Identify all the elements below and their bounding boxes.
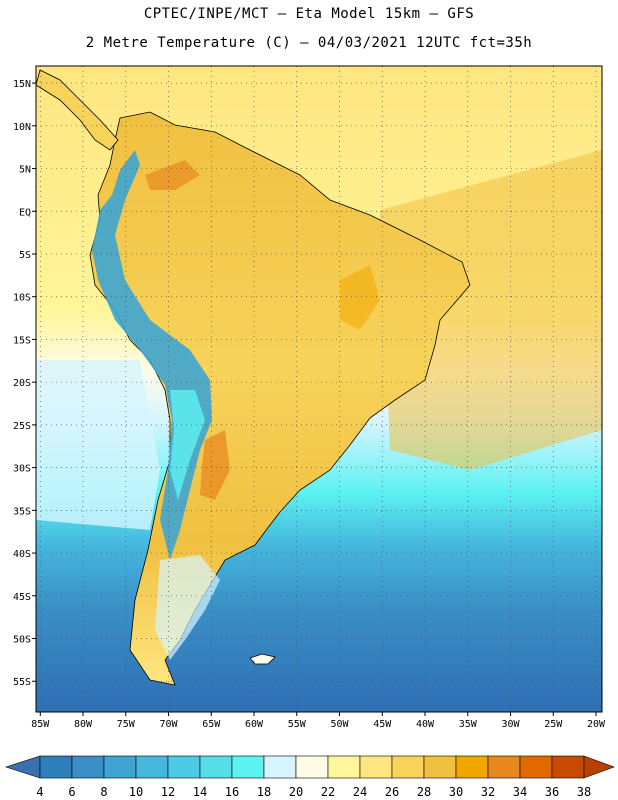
map-frame: [35, 65, 603, 713]
map-field: [36, 66, 602, 712]
colorbar-label: 10: [129, 785, 143, 799]
andes-cold-core: [170, 390, 205, 500]
colorbar-label: 16: [225, 785, 239, 799]
lon-label: 35W: [459, 719, 478, 730]
lat-label: 20S: [13, 378, 31, 389]
lat-label: 10N: [13, 122, 31, 133]
colorbar-label: 20: [289, 785, 303, 799]
warm-atlantic-band: [380, 150, 602, 470]
falklands: [249, 653, 276, 665]
colorbar-label: 4: [36, 785, 43, 799]
lat-label: 15S: [13, 335, 31, 346]
lat-label: 5N: [19, 165, 31, 176]
hot-brazil-interior: [340, 265, 380, 330]
lon-label: 50W: [330, 719, 349, 730]
colorbar-swatch: [487, 755, 521, 779]
colorbar-label: 34: [513, 785, 527, 799]
lat-label: 10S: [13, 293, 31, 304]
lat-label: 35S: [13, 506, 31, 517]
colorbar-label: 30: [449, 785, 463, 799]
colorbar-label: 38: [577, 785, 591, 799]
lat-label: 55S: [13, 677, 31, 688]
colorbar-label: 24: [353, 785, 367, 799]
lon-label: 80W: [74, 719, 93, 730]
colorbar-label: 14: [193, 785, 207, 799]
colorbar-swatch: [423, 755, 457, 779]
colorbar-swatch: [39, 755, 73, 779]
hot-nw-argentina: [200, 430, 230, 500]
longitude-labels: 85W 80W 75W 70W 65W 60W 55W 50W 45W 40W 35W 30W 25W 2…: [31, 712, 606, 730]
pacific-cool-band: [36, 360, 160, 530]
hot-venezuela: [145, 160, 200, 190]
latitude-labels: 15N 10N 5N EQ 5S 10S 15S 20S 25S 30S 35S 40S 45S 50S 5…: [13, 79, 36, 688]
colorbar-swatch: [551, 755, 585, 779]
colorbar-swatch: [359, 755, 393, 779]
colorbar-swatch: [295, 755, 329, 779]
colorbar-swatch: [135, 755, 169, 779]
colorbar-swatch: [519, 755, 553, 779]
colorbar-label: 22: [321, 785, 335, 799]
colorbar-swatch: [391, 755, 425, 779]
lon-label: 65W: [202, 719, 221, 730]
colorbar-swatch: [103, 755, 137, 779]
lat-label: 15N: [13, 79, 31, 90]
colorbar-swatch: [231, 755, 265, 779]
colorbar-swatch: [263, 755, 297, 779]
colorbar-label: 26: [385, 785, 399, 799]
colorbar-swatch: [167, 755, 201, 779]
colorbar-label: 12: [161, 785, 175, 799]
colorbar-label: 32: [481, 785, 495, 799]
colorbar: 4 6 8 10 12 14 16 18 20 22 24 26 28 30 32 34 36 38: [5, 755, 615, 799]
colorbar-over-arrow: [583, 755, 615, 779]
colorbar-swatch: [455, 755, 489, 779]
lon-label: 25W: [544, 719, 563, 730]
lat-label: 40S: [13, 549, 31, 560]
map-title-line2: 2 Metre Temperature (C) – 04/03/2021 12U…: [85, 35, 533, 51]
lat-label: EQ: [19, 207, 31, 218]
lat-label: 45S: [13, 592, 31, 603]
colorbar-swatch: [71, 755, 105, 779]
colorbar-swatch: [199, 755, 233, 779]
patagonia-cool: [155, 555, 220, 660]
lon-label: 30W: [501, 719, 520, 730]
colorbar-label: 28: [417, 785, 431, 799]
lon-label: 55W: [288, 719, 307, 730]
map-title-line1: CPTEC/INPE/MCT – Eta Model 15km – GFS: [143, 6, 475, 22]
lon-label: 40W: [416, 719, 435, 730]
lat-label: 25S: [13, 421, 31, 432]
lon-label: 85W: [31, 719, 50, 730]
colorbar-label: 6: [68, 785, 75, 799]
colorbar-label: 18: [257, 785, 271, 799]
lat-label: 50S: [13, 635, 31, 646]
colorbar-under-arrow: [5, 755, 41, 779]
colorbar-swatch: [327, 755, 361, 779]
colorbar-label: 8: [100, 785, 107, 799]
lat-label: 5S: [19, 250, 31, 261]
central-america-land: [36, 69, 119, 151]
lon-label: 75W: [117, 719, 136, 730]
lon-label: 45W: [373, 719, 392, 730]
colorbar-label: 36: [545, 785, 559, 799]
lon-label: 60W: [245, 719, 264, 730]
lon-label: 70W: [159, 719, 178, 730]
lat-label: 30S: [13, 464, 31, 475]
lon-label: 20W: [587, 719, 606, 730]
